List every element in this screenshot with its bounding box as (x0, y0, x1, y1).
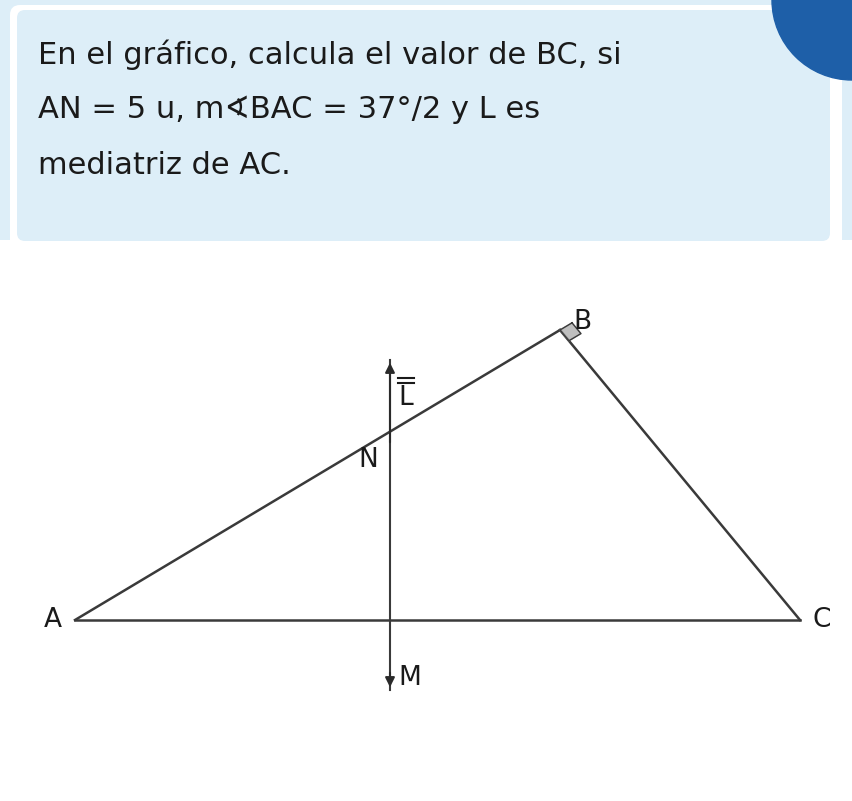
Text: M: M (399, 665, 422, 691)
Polygon shape (560, 323, 581, 340)
Text: C: C (813, 607, 832, 633)
FancyBboxPatch shape (0, 0, 852, 240)
Text: AN = 5 u, m∢BAC = 37°/2 y L es: AN = 5 u, m∢BAC = 37°/2 y L es (38, 95, 540, 124)
Text: mediatriz de AC.: mediatriz de AC. (38, 151, 291, 179)
Text: En el gráfico, calcula el valor de BC, si: En el gráfico, calcula el valor de BC, s… (38, 40, 622, 70)
FancyBboxPatch shape (17, 10, 830, 241)
Bar (0, 230, 852, 801)
FancyBboxPatch shape (10, 5, 842, 796)
Circle shape (772, 0, 852, 80)
Text: N: N (358, 447, 378, 473)
Text: B: B (573, 309, 591, 335)
Text: L: L (399, 385, 413, 411)
Text: A: A (44, 607, 62, 633)
